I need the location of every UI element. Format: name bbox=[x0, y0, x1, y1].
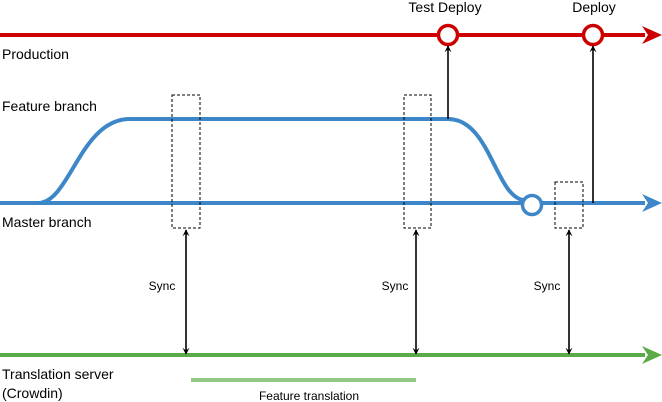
master-arrowhead bbox=[642, 194, 662, 212]
translation-server-label: Translation server bbox=[2, 366, 114, 382]
deploy-node bbox=[581, 23, 605, 47]
sync-box-3 bbox=[554, 181, 584, 229]
feature-branch-label: Feature branch bbox=[2, 98, 97, 114]
feature-translation-label: Feature translation bbox=[259, 389, 359, 402]
production-label: Production bbox=[2, 46, 69, 62]
test-deploy-label: Test Deploy bbox=[408, 0, 481, 15]
test-deploy-node bbox=[436, 23, 460, 47]
feature-branch-line bbox=[37, 117, 524, 205]
sync-label-2: Sync bbox=[382, 279, 409, 293]
deploy-label: Deploy bbox=[572, 0, 616, 15]
master-branch-label: Master branch bbox=[2, 214, 91, 230]
production-arrowhead bbox=[642, 26, 662, 44]
sync-label-1: Sync bbox=[149, 279, 176, 293]
sync-box-2 bbox=[403, 94, 432, 229]
translation-server-sublabel: (Crowdin) bbox=[2, 385, 63, 401]
sync-box-1 bbox=[171, 94, 201, 229]
merge-node bbox=[520, 193, 544, 217]
sync-label-3: Sync bbox=[534, 279, 561, 293]
translation-arrowhead bbox=[642, 346, 662, 364]
